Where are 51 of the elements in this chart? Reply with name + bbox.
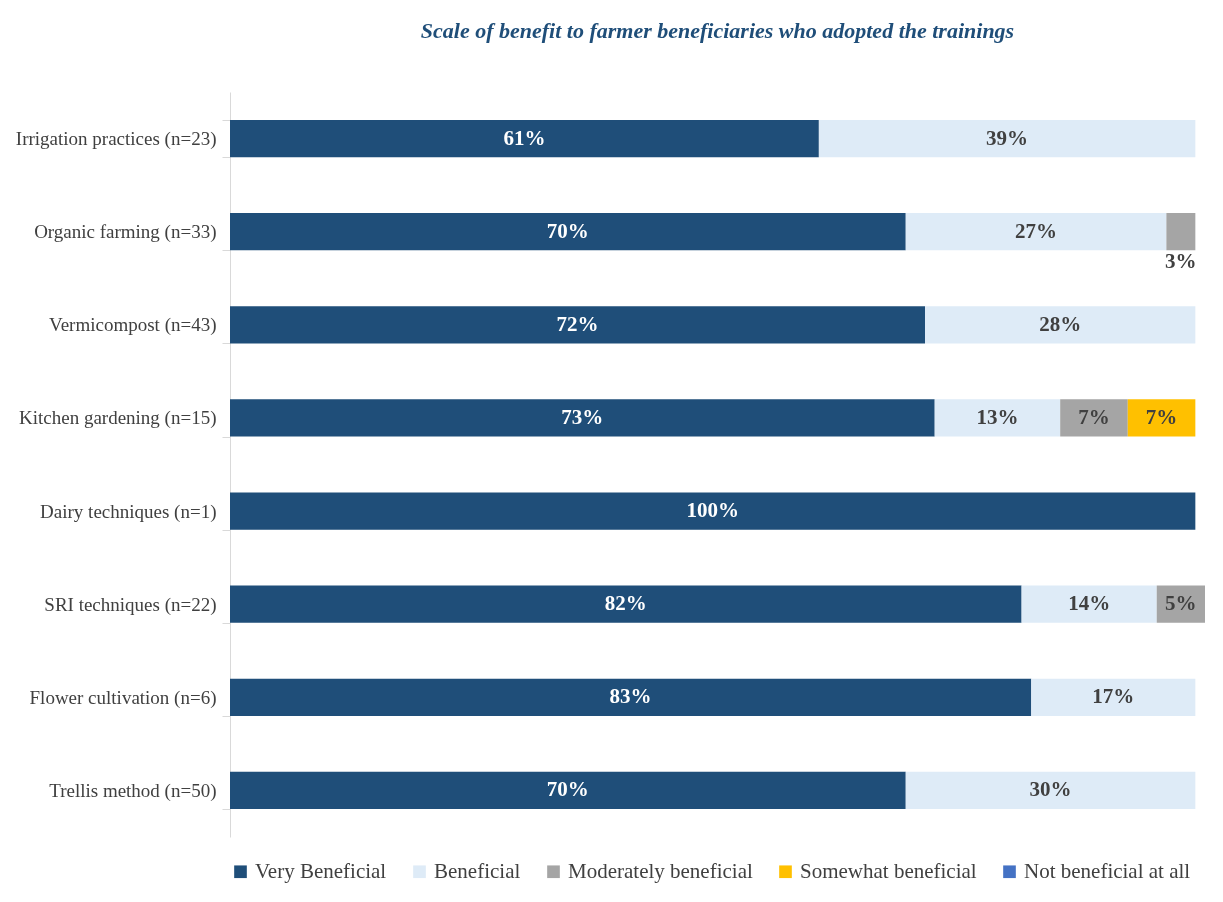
data-label: 73%: [561, 404, 604, 429]
y-tick-label: Dairy techniques (n=1): [40, 500, 217, 523]
bar: [925, 306, 1196, 344]
y-tick-label: Vermicompost (n=43): [49, 314, 217, 337]
data-label: 7%: [1145, 404, 1178, 429]
data-label: 30%: [1029, 777, 1072, 802]
y-tick-label: Flower cultivation (n=6): [29, 686, 217, 709]
bar: [230, 213, 906, 251]
legend-label: Moderately beneficial: [568, 858, 753, 883]
bar: [230, 585, 1022, 623]
y-tick-label: Organic farming (n=33): [34, 221, 217, 244]
legend-label: Beneficial: [434, 858, 521, 883]
data-label: 13%: [976, 404, 1019, 429]
legend-label: Not beneficial at all: [1024, 858, 1191, 883]
data-label: 61%: [503, 125, 546, 150]
data-label: 70%: [546, 777, 589, 802]
bar: [818, 119, 1196, 158]
data-label: 14%: [1068, 591, 1111, 616]
bar: [230, 678, 1032, 716]
data-label: 100%: [686, 498, 739, 523]
bar: [230, 306, 926, 344]
bar: [1021, 585, 1157, 623]
legend-label: Somewhat beneficial: [800, 858, 977, 883]
chart-title: Scale of benefit to farmer beneficiaries who adopted the trainings: [420, 18, 1015, 43]
data-label: 70%: [546, 218, 589, 243]
y-tick-label: Trellis method (n=50): [49, 779, 217, 802]
bar: [230, 399, 935, 437]
bar: [905, 213, 1167, 251]
legend-label: Very Beneficial: [255, 858, 387, 883]
bar: [230, 771, 906, 810]
data-label: 83%: [609, 684, 652, 709]
y-tick-label: SRI techniques (n=22): [44, 593, 217, 616]
y-tick-label: Irrigation practices (n=23): [15, 128, 217, 151]
data-label: 39%: [986, 125, 1029, 150]
bar: [934, 399, 1061, 437]
y-tick-label: Kitchen gardening (n=15): [19, 407, 217, 430]
data-label: 27%: [1015, 218, 1058, 243]
bar: [905, 771, 1196, 810]
bar: [230, 119, 819, 158]
bar: [1031, 678, 1196, 716]
bar: [230, 492, 1196, 530]
bar: [1166, 213, 1196, 251]
data-label: 5%: [1165, 591, 1197, 616]
data-label: 3%: [1165, 248, 1197, 273]
data-label: 28%: [1039, 311, 1082, 336]
data-label: 7%: [1078, 404, 1110, 429]
bar: [1127, 399, 1196, 437]
bar: [1060, 399, 1128, 437]
data-label: 72%: [556, 311, 599, 336]
data-label: 17%: [1092, 684, 1135, 709]
data-label: 82%: [604, 591, 647, 616]
